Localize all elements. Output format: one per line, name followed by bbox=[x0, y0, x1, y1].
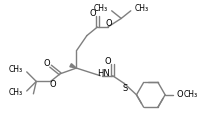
Text: O: O bbox=[105, 57, 111, 66]
Text: CH₃: CH₃ bbox=[94, 4, 108, 13]
Polygon shape bbox=[70, 64, 76, 68]
Text: S: S bbox=[122, 84, 128, 93]
Text: CH₃: CH₃ bbox=[135, 4, 149, 13]
Text: O: O bbox=[49, 80, 56, 89]
Text: CH₃: CH₃ bbox=[9, 65, 23, 75]
Text: CH₃: CH₃ bbox=[183, 90, 197, 99]
Text: O: O bbox=[177, 90, 183, 99]
Text: O: O bbox=[89, 9, 96, 18]
Text: O: O bbox=[43, 59, 50, 68]
Text: O: O bbox=[106, 19, 112, 28]
Text: CH₃: CH₃ bbox=[9, 88, 23, 97]
Text: HN: HN bbox=[97, 69, 110, 78]
